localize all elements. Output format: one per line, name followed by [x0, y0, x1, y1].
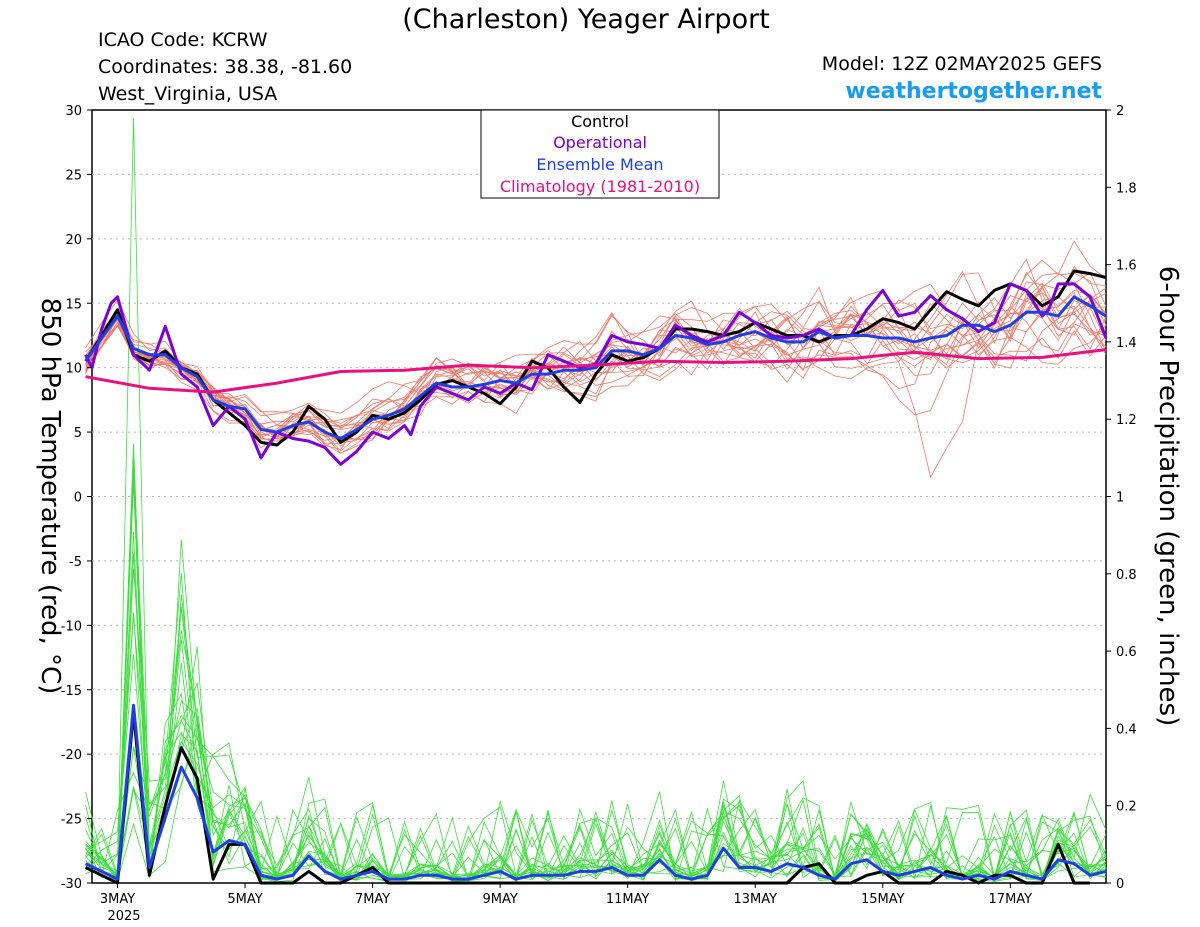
- x-tick-label: 5MAY: [227, 892, 262, 907]
- x-tick-label: 3MAY: [100, 892, 135, 907]
- right-tick-label: 0.2: [1116, 800, 1137, 815]
- right-tick-label: 0.8: [1116, 568, 1137, 583]
- precip-member-line: [85, 594, 1107, 883]
- legend-box: [480, 109, 720, 199]
- left-tick-label: 0: [74, 491, 82, 506]
- temp-ensemble-mean-line: [84, 295, 1107, 440]
- brand-link[interactable]: weathertogether.net: [845, 79, 1102, 104]
- left-tick-label: 20: [65, 233, 82, 248]
- icao-code: ICAO Code: KCRW: [98, 29, 268, 51]
- right-tick-label: 1: [1116, 491, 1124, 506]
- left-axis: 30 25 20 15 10 5 0 -5 -10 -15 -20 -25 -30: [61, 104, 92, 892]
- precip-member-line: [85, 531, 1107, 883]
- legend-climatology: Climatology (1981-2010): [500, 177, 700, 196]
- temp-climatology-line: [85, 348, 1107, 394]
- x-tick-label: 11MAY: [606, 892, 650, 907]
- grid-lines: [92, 173, 1106, 820]
- x-year-label: 2025: [107, 909, 140, 924]
- plot-area: [91, 109, 1107, 884]
- left-tick-label: 25: [65, 168, 82, 183]
- left-tick-label: -15: [61, 684, 82, 699]
- coordinates: Coordinates: 38.38, -81.60: [98, 56, 352, 78]
- right-tick-label: 1.4: [1116, 336, 1137, 351]
- left-tick-label: -20: [61, 748, 82, 763]
- temp-control-line: [84, 269, 1107, 447]
- temp-member-line: [85, 240, 1107, 430]
- y-axis-left-label: 850 hPa Temperature (red, °C): [35, 298, 65, 695]
- left-tick-label: 30: [65, 104, 82, 119]
- precip-member-line: [85, 473, 1107, 883]
- precip-ensemble-mean-line: [84, 703, 1107, 881]
- right-tick-label: 1.6: [1116, 259, 1137, 274]
- legend-ensemble-mean: Ensemble Mean: [536, 155, 663, 174]
- precip-member-line: [85, 456, 1107, 881]
- legend-control: Control: [571, 112, 629, 131]
- x-tick-label: 9MAY: [482, 892, 517, 907]
- temp-member-line: [85, 294, 1107, 446]
- x-tick-label: 13MAY: [733, 892, 777, 907]
- series-lines: [84, 269, 1108, 885]
- x-tick-label: 7MAY: [355, 892, 390, 907]
- left-tick-label: -25: [61, 813, 82, 828]
- legend-operational: Operational: [553, 133, 647, 152]
- chart-title: (Charleston) Yeager Airport: [402, 4, 770, 35]
- temp-member-line: [85, 272, 1107, 428]
- x-tick-label: 17MAY: [989, 892, 1033, 907]
- left-tick-label: -10: [61, 619, 82, 634]
- precip-control-line: [84, 711, 1091, 885]
- legend: Control Operational Ensemble Mean Climat…: [480, 109, 720, 199]
- temp-member-line: [85, 270, 1107, 436]
- temp-member-line: [85, 296, 1107, 452]
- left-tick-label: -30: [61, 877, 82, 892]
- region: West_Virginia, USA: [98, 83, 277, 105]
- left-tick-label: 5: [74, 426, 82, 441]
- left-tick-label: -5: [69, 555, 82, 570]
- right-tick-label: 0.4: [1116, 722, 1137, 737]
- right-tick-label: 1.2: [1116, 413, 1137, 428]
- right-tick-label: 0: [1116, 877, 1124, 892]
- model-run: Model: 12Z 02MAY2025 GEFS: [822, 53, 1102, 75]
- right-tick-label: 0.6: [1116, 645, 1137, 660]
- right-tick-label: 2: [1116, 104, 1124, 119]
- x-tick-label: 15MAY: [861, 892, 905, 907]
- left-tick-label: 15: [65, 297, 82, 312]
- right-tick-label: 1.8: [1116, 181, 1137, 196]
- right-axis: 2 1.8 1.6 1.4 1.2 1 0.8 0.6 0.4 0.2 0: [1106, 104, 1137, 892]
- left-tick-label: 10: [65, 362, 82, 377]
- temp-operational-line: [84, 282, 1108, 466]
- temp-members: [85, 240, 1107, 479]
- y-axis-right-label: 6-hour Precipitation (green, inches): [1153, 266, 1183, 726]
- x-axis: 3MAY 5MAY 7MAY 9MAY 11MAY 13MAY 15MAY 17MAY: [100, 883, 1032, 907]
